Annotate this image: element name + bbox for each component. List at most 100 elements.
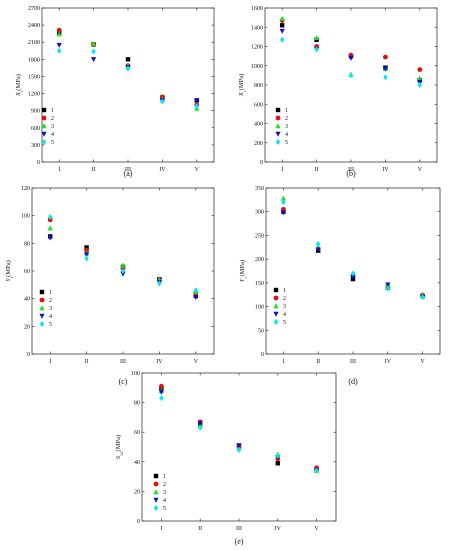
legend-entry: 4 [285,132,288,138]
data-point [382,66,388,72]
series-2 [279,18,423,72]
series-3 [47,225,199,294]
legend: 1 2 3 4 5 [273,287,286,326]
data-point [280,210,286,216]
legend-entry: 2 [163,482,166,488]
legend: 1 2 3 4 5 [275,107,288,146]
x-tick-label: V [314,526,319,532]
y-tick-label: 100 [21,214,30,220]
y-tick-label: 100 [255,305,264,311]
y-tick-label: 20 [24,324,30,330]
y-tick-label: 200 [255,257,264,263]
data-point [385,285,390,292]
x-tick-label: I [160,526,162,532]
data-point [198,424,203,431]
x-tick-label: III [348,167,354,173]
series-2 [159,383,319,471]
data-point [91,48,96,55]
legend-entry: 4 [51,132,54,138]
data-point [91,57,97,63]
data-point [275,452,280,459]
y-tick-label: 300 [255,210,264,216]
legend: 1 2 3 4 5 [153,473,166,512]
legend-entry: 2 [285,116,288,122]
x-tick-label: III [125,167,131,173]
x-tick-label: II [316,359,320,365]
y-tick-label: 1400 [251,25,263,31]
legend-marker [273,319,279,325]
y-tick-label: 350 [255,186,264,192]
y-tick-label: 600 [254,102,263,108]
data-point [57,47,62,54]
legend-marker [153,473,159,479]
legend-marker [153,505,159,511]
data-point [417,82,422,88]
legend-marker [275,107,281,113]
data-point [194,98,200,104]
legend-marker [273,287,279,293]
y-tick-label: 1500 [28,74,40,80]
x-tick-label: V [195,167,200,173]
legend-entry: 5 [49,322,52,328]
x-tick-label: I [58,167,60,173]
panel-caption: (b) [346,169,356,178]
legend-entry: 1 [285,108,288,114]
series-3 [158,387,320,473]
x-tick-label: I [282,359,284,365]
panel-caption: (c) [119,377,128,386]
data-point [383,54,388,60]
series-5 [280,36,422,88]
y-tick-label: 80 [134,401,140,407]
data-point [125,65,131,72]
y-tick-label: 2400 [28,23,40,29]
y-tick-label: 120 [21,186,30,192]
y-axis-label: Yt(MPa) [5,260,14,282]
data-point [315,247,321,253]
legend-marker [41,123,47,129]
data-point [314,467,319,474]
legend-entry: 3 [49,306,52,312]
legend: 1 2 3 4 5 [41,107,54,146]
legend-entry: 1 [283,288,286,294]
data-point [91,41,97,47]
x-tick-label: V [420,359,425,365]
data-point [193,287,198,294]
x-tick-label: IV [159,167,166,173]
data-point [279,15,285,21]
y-tick-label: 150 [255,281,264,287]
legend-marker [39,313,45,319]
y-tick-label: 0 [37,160,40,166]
data-point [417,67,423,72]
y-tick-label: 600 [31,126,40,132]
y-axis-label: Yc(MPa) [239,260,248,282]
plot-frame [264,7,438,163]
panel-caption: (d) [348,377,358,386]
y-tick-label: 900 [31,109,40,115]
legend-marker [41,107,47,113]
legend-entry: 3 [285,124,288,130]
data-point [194,103,199,110]
series-3 [280,195,426,297]
legend-marker [41,115,47,121]
data-point [280,23,285,28]
legend-entry: 4 [49,314,52,320]
legend-marker [41,139,47,145]
x-tick-label: II [198,526,202,532]
panel-caption: (a) [124,169,133,178]
y-axis-label: Xc(MPa) [238,74,247,98]
x-tick-label: IV [275,526,282,532]
y-axis-label: Xt(MPa) [15,74,24,97]
data-point [47,225,53,231]
y-tick-label: 2100 [28,40,40,46]
y-tick-label: 1200 [251,45,263,51]
plot-frame [41,7,215,163]
legend: 1 2 3 4 5 [39,289,52,328]
data-point [314,35,320,41]
legend-marker [39,297,45,303]
data-point [417,75,423,81]
x-tick-label: III [120,359,126,365]
data-point [120,268,126,274]
